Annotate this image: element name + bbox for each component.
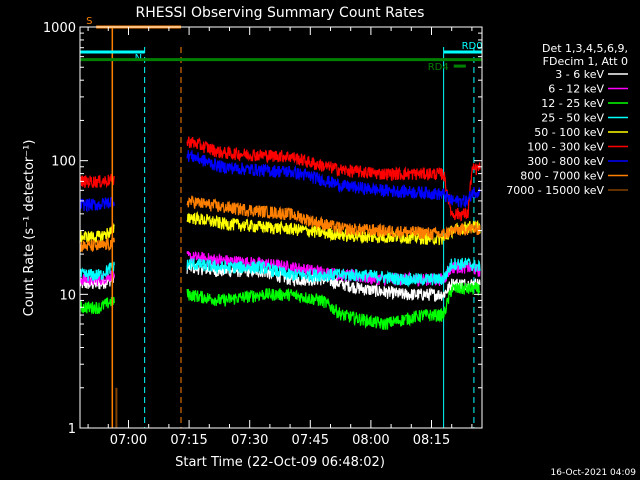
series-line [186,136,481,222]
legend-entry: 100 - 300 keV [527,141,604,154]
x-axis-label: Start Time (22-Oct-09 06:48:02) [175,455,385,470]
legend: Det 1,3,4,5,6,9,FDecim 1, Att 03 - 6 keV… [506,42,628,197]
series-line [79,236,115,252]
y-tick-label: 1 [68,422,76,437]
legend-header-line: Det 1,3,4,5,6,9, [542,42,628,55]
series-line [186,257,481,288]
legend-entry: 800 - 7000 keV [520,170,604,183]
series-line [186,195,481,241]
y-tick-label: 1000 [43,21,76,36]
plot-frame [79,26,483,429]
flag-label: RD0 [462,41,483,52]
legend-entry: 12 - 25 keV [541,97,604,110]
x-tick-label: 07:15 [170,433,207,448]
series-line [186,150,481,208]
series-line [79,173,115,189]
series-line [79,196,115,213]
legend-entry: 50 - 100 keV [534,126,604,139]
y-tick-label: 10 [59,288,76,303]
timestamp: 16-Oct-2021 04:09 [551,468,637,478]
series-line [79,222,115,244]
chart-title: RHESSI Observing Summary Count Rates [136,5,425,21]
flag-label: RD4 [428,62,449,73]
plot-area: SNRD0RD4 [79,16,483,428]
flag-label: S [86,16,92,27]
x-tick-label: 08:15 [413,433,450,448]
x-tick-label: 07:30 [231,433,268,448]
series-line [79,261,115,282]
x-axis: 07:00 07:15 07:30 07:45 08:00 08:15 [87,27,473,448]
legend-entry: 3 - 6 keV [555,68,604,81]
y-axis-label: Count Rate (s⁻¹ detector⁻¹) [22,140,37,317]
series-line [79,294,115,315]
legend-entry: 25 - 50 keV [541,112,604,125]
legend-entry: 6 - 12 keV [548,83,604,96]
x-tick-label: 08:00 [352,433,389,448]
legend-header-line: FDecim 1, Att 0 [543,55,628,68]
x-tick-label: 07:45 [292,433,329,448]
y-axis: 1 10 100 1000 [43,21,482,437]
legend-entry: 300 - 800 keV [527,155,604,168]
y-tick-label: 100 [51,155,76,170]
series-line [186,281,481,330]
x-tick-label: 07:00 [110,433,147,448]
legend-entry: 7000 - 15000 keV [506,184,604,197]
series-line [79,269,115,286]
